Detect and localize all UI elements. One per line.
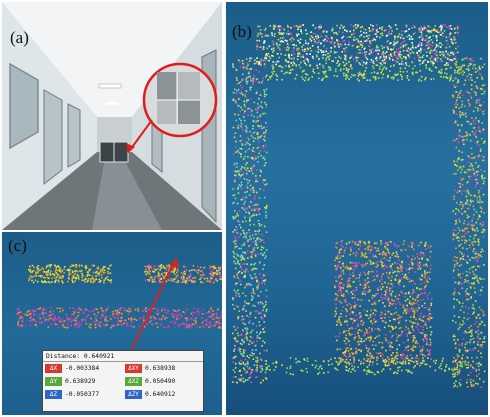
cloud-top-edge <box>266 64 473 82</box>
delta-z-badge: ΔZ <box>45 390 62 399</box>
panel-label-b: (b) <box>232 22 252 41</box>
corridor-photo-panel: (a) <box>2 2 222 230</box>
cross-section-panel: (c) Distance: 0.640921 ΔX -0.003384 ΔXY 0.… <box>2 232 222 415</box>
measure-row: ΔY 0.638929 ΔXZ 0.050490 <box>43 375 203 388</box>
measure-arrow <box>131 257 179 350</box>
point-cloud-frontal <box>232 24 486 388</box>
measure-row: ΔX -0.003384 ΔXY 0.638938 <box>43 362 203 375</box>
section-upper-left <box>27 264 112 284</box>
section-lower <box>16 307 222 329</box>
delta-zy-badge: ΔZY <box>125 390 142 399</box>
point-cloud-section <box>16 264 222 329</box>
delta-y-badge: ΔY <box>45 377 62 386</box>
delta-xz-badge: ΔXZ <box>125 377 142 386</box>
delta-xy-badge: ΔXY <box>125 364 142 373</box>
distance-title: Distance: 0.640921 <box>43 351 203 362</box>
cloud-right-wall <box>452 57 486 388</box>
delta-y-value: 0.638929 <box>65 378 96 385</box>
cloud-boxes <box>334 240 433 366</box>
measure-row: ΔZ -0.050377 ΔZY 0.640912 <box>43 388 203 401</box>
delta-xz-value: 0.050490 <box>145 378 176 385</box>
cloud-floor-edge <box>256 357 468 376</box>
delta-zy-value: 0.640912 <box>145 391 176 398</box>
panel-label-c: (c) <box>8 236 27 255</box>
panel-label-a: (a) <box>10 28 29 47</box>
delta-x-value: -0.003384 <box>65 365 100 372</box>
cloud-left-wall <box>232 57 268 384</box>
delta-xy-value: 0.638938 <box>145 365 176 372</box>
corridor-photo <box>2 2 222 230</box>
delta-z-value: -0.050377 <box>65 391 100 398</box>
delta-x-badge: ΔX <box>45 364 62 373</box>
cloud-top-band <box>256 24 459 66</box>
point-cloud-panel: (b) <box>226 2 488 415</box>
distance-measurement-box: Distance: 0.640921 ΔX -0.003384 ΔXY 0.6389… <box>42 350 204 412</box>
